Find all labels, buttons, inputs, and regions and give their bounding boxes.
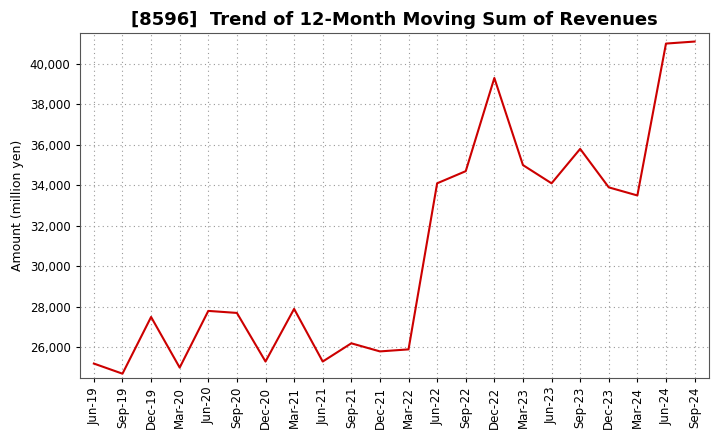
Title: [8596]  Trend of 12-Month Moving Sum of Revenues: [8596] Trend of 12-Month Moving Sum of R…	[131, 11, 657, 29]
Y-axis label: Amount (million yen): Amount (million yen)	[11, 140, 24, 271]
